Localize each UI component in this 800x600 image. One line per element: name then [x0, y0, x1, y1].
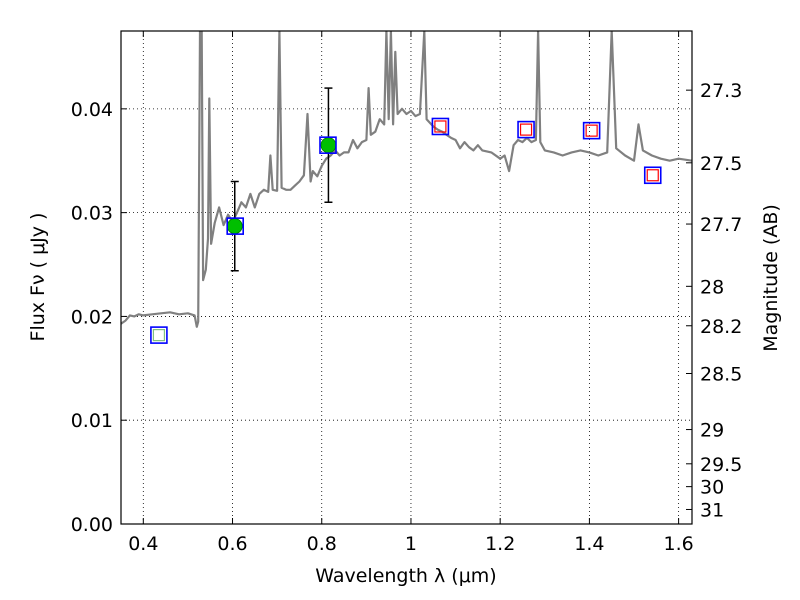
inner-square-marker — [519, 123, 533, 136]
inner-square-marker — [646, 169, 659, 182]
x-tick-label: 0.4 — [128, 533, 158, 555]
inner-square-marker — [152, 329, 166, 342]
model-photometry-square — [643, 166, 662, 185]
y-tick-label: 0.04 — [71, 99, 113, 121]
y-tick-label: 0.02 — [71, 306, 113, 328]
x-axis-ticks: 0.4 0.6 0.8 1 1.2 1.4 1.6 — [128, 31, 694, 555]
y2-tick-label: 27.5 — [700, 153, 742, 175]
model-sed-line — [121, 31, 692, 328]
grid — [121, 31, 692, 525]
inner-square-marker — [585, 124, 598, 137]
x-tick-label: 1.6 — [664, 533, 694, 555]
y-tick-label: 0.01 — [71, 410, 113, 432]
y-axis-label: Flux Fν ( μJy ) — [27, 213, 49, 342]
y-tick-label: 0.00 — [71, 514, 113, 536]
detection-point — [226, 218, 243, 235]
x-tick-label: 1.2 — [485, 533, 515, 555]
y2-tick-label: 27.3 — [700, 80, 742, 102]
detection-point — [320, 137, 337, 154]
x-tick-label: 1.4 — [574, 533, 604, 555]
y2-tick-label: 27.7 — [700, 214, 742, 236]
x-tick-label: 0.8 — [307, 533, 337, 555]
y2-tick-label: 30 — [700, 477, 724, 499]
plot-frame — [120, 30, 693, 525]
y2-tick-label: 31 — [700, 499, 724, 521]
y2-tick-label: 29 — [700, 420, 724, 442]
y2-tick-label: 28.2 — [700, 316, 742, 338]
inner-square-marker — [434, 120, 447, 133]
model-photometry-square — [517, 120, 535, 139]
x-tick-label: 0.6 — [217, 533, 247, 555]
plot-area — [121, 31, 692, 344]
model-photometry-square — [319, 136, 337, 154]
y2-tick-label: 28 — [700, 276, 724, 298]
model-photometry-square — [431, 117, 450, 136]
model-photometry-square — [582, 121, 601, 140]
y2-tick-label: 29.5 — [700, 454, 742, 476]
x-tick-label: 1 — [405, 533, 417, 555]
model-photometry-square — [226, 217, 244, 235]
y2-axis-label: Magnitude (AB) — [760, 204, 782, 352]
y-axis-ticks: 0.00 0.01 0.02 0.03 0.04 — [71, 99, 127, 536]
model-photometry-square — [150, 326, 168, 344]
y-tick-label: 0.03 — [71, 203, 113, 225]
y2-tick-label: 28.5 — [700, 364, 742, 386]
x-axis-label: Wavelength λ (μm) — [315, 565, 496, 587]
